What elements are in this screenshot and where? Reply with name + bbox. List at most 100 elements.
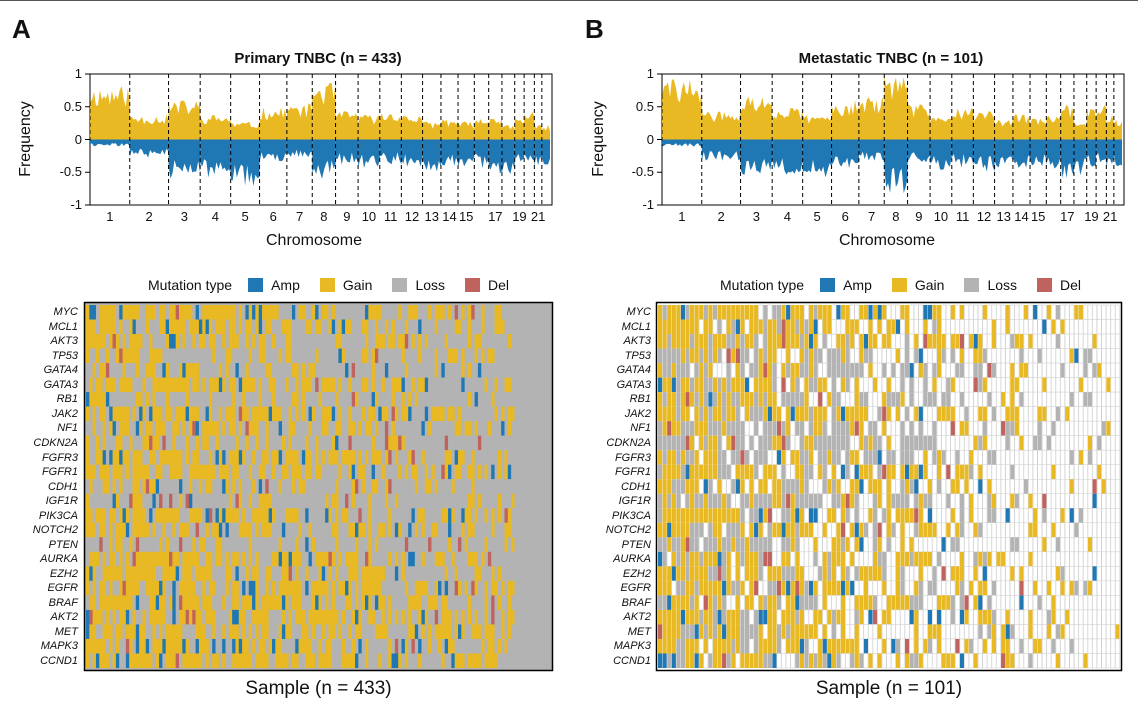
heatmap-cell: [368, 421, 372, 436]
heatmap-cell: [235, 334, 240, 349]
heatmap-cell: [501, 334, 505, 349]
heatmap-cell: [428, 450, 432, 465]
heatmap-cell: [722, 638, 727, 654]
heatmap-cell: [836, 580, 841, 596]
heatmap-cell: [850, 479, 855, 494]
heatmap-cell: [298, 609, 303, 625]
heatmap-cell: [275, 653, 279, 668]
heatmap-cell: [129, 638, 133, 654]
heatmap-cell: [202, 624, 206, 639]
heatmap-cell: [431, 479, 436, 494]
heatmap-cell: [411, 363, 416, 378]
heatmap-cell: [198, 522, 203, 538]
heatmap-cell: [122, 334, 127, 349]
heatmap-cell: [763, 435, 768, 451]
heatmap-cell: [159, 479, 163, 494]
heatmap-cell: [418, 537, 422, 552]
heatmap-cell: [298, 334, 303, 349]
heatmap-cell: [278, 406, 283, 422]
heatmap-cell: [717, 392, 722, 407]
heatmap-cell: [345, 580, 349, 596]
heatmap-cell: [172, 348, 176, 364]
heatmap-cell: [291, 493, 296, 509]
heatmap-cell: [790, 522, 795, 538]
heatmap-cell: [451, 508, 455, 523]
heatmap-cell: [544, 638, 548, 654]
heatmap-cell: [122, 624, 127, 639]
heatmap-cell: [238, 363, 243, 378]
heatmap-cell: [680, 537, 686, 552]
heatmap-cell: [444, 551, 449, 567]
heatmap-cell: [481, 537, 485, 552]
heatmap-cell: [195, 595, 200, 610]
heatmap-cell: [680, 348, 686, 364]
heatmap-cell: [374, 522, 379, 538]
heatmap-cell: [242, 638, 246, 654]
heatmap-cell: [511, 450, 515, 465]
heatmap-cell: [699, 421, 704, 436]
heatmap-cell: [115, 450, 120, 465]
heatmap-cell: [262, 435, 266, 451]
heatmap-cell: [840, 363, 846, 378]
heatmap-cell: [717, 348, 722, 364]
heatmap-cell: [474, 305, 479, 320]
heatmap-cell: [781, 435, 786, 451]
heatmap-cell: [198, 508, 203, 523]
legend-loss-swatch: [964, 278, 980, 292]
heatmap-cell: [159, 638, 163, 654]
heatmap-cell: [384, 537, 389, 552]
heatmap-cell: [305, 493, 309, 509]
heatmap-cell: [694, 464, 699, 480]
heatmap-cell: [685, 435, 690, 451]
heatmap-cell: [149, 595, 153, 610]
heatmap-cell: [165, 522, 170, 538]
heatmap-cell: [464, 348, 469, 364]
heatmap-cell: [863, 319, 869, 335]
heatmap-cell: [501, 566, 505, 581]
heatmap-cell: [708, 450, 713, 465]
heatmap-cell: [547, 363, 552, 378]
heatmap-cell: [767, 421, 772, 436]
heatmap-cell: [481, 508, 485, 523]
loss-area-chr19: [1086, 139, 1097, 168]
heatmap-cell: [318, 595, 323, 610]
heatmap-cell: [248, 522, 253, 538]
heatmap-cell: [671, 580, 677, 596]
heatmap-cell: [808, 450, 814, 465]
heatmap-cell: [348, 493, 353, 509]
heatmap-cell: [434, 653, 439, 668]
heatmap-cell: [262, 363, 266, 378]
heatmap-cell: [365, 566, 369, 581]
heatmap-cell: [845, 580, 850, 596]
heatmap-cell: [86, 305, 90, 320]
heatmap-cell: [438, 653, 442, 668]
heatmap-cell: [507, 537, 512, 552]
heatmap-cell: [772, 551, 777, 567]
heatmap-cell: [278, 508, 283, 523]
heatmap-cell: [708, 421, 713, 436]
heatmap-cell: [717, 551, 722, 567]
heatmap-cell: [827, 420, 832, 436]
heatmap-cell: [86, 421, 90, 436]
gene-label: CDKN2A: [606, 436, 651, 449]
heatmap-cell: [295, 421, 299, 436]
heatmap-cell: [361, 522, 366, 538]
heatmap-cell: [863, 638, 869, 654]
heatmap-cell: [318, 435, 323, 451]
heatmap-cell: [371, 450, 376, 465]
heatmap-cell: [418, 609, 422, 625]
heatmap-cell: [799, 450, 804, 465]
heatmap-cell: [461, 479, 465, 494]
heatmap-cell: [401, 638, 406, 654]
heatmap-cell: [534, 551, 539, 567]
heatmap-cell: [182, 522, 186, 538]
heatmap-cell: [438, 450, 442, 465]
heatmap-cell: [175, 406, 180, 422]
heatmap-cell: [225, 464, 230, 480]
heatmap-cell: [301, 595, 306, 610]
heatmap-cell: [142, 479, 147, 494]
heatmap-cell: [242, 334, 246, 349]
heatmap-cell: [699, 334, 704, 349]
heatmap-cell: [248, 624, 253, 639]
heatmap-cell: [295, 522, 299, 538]
